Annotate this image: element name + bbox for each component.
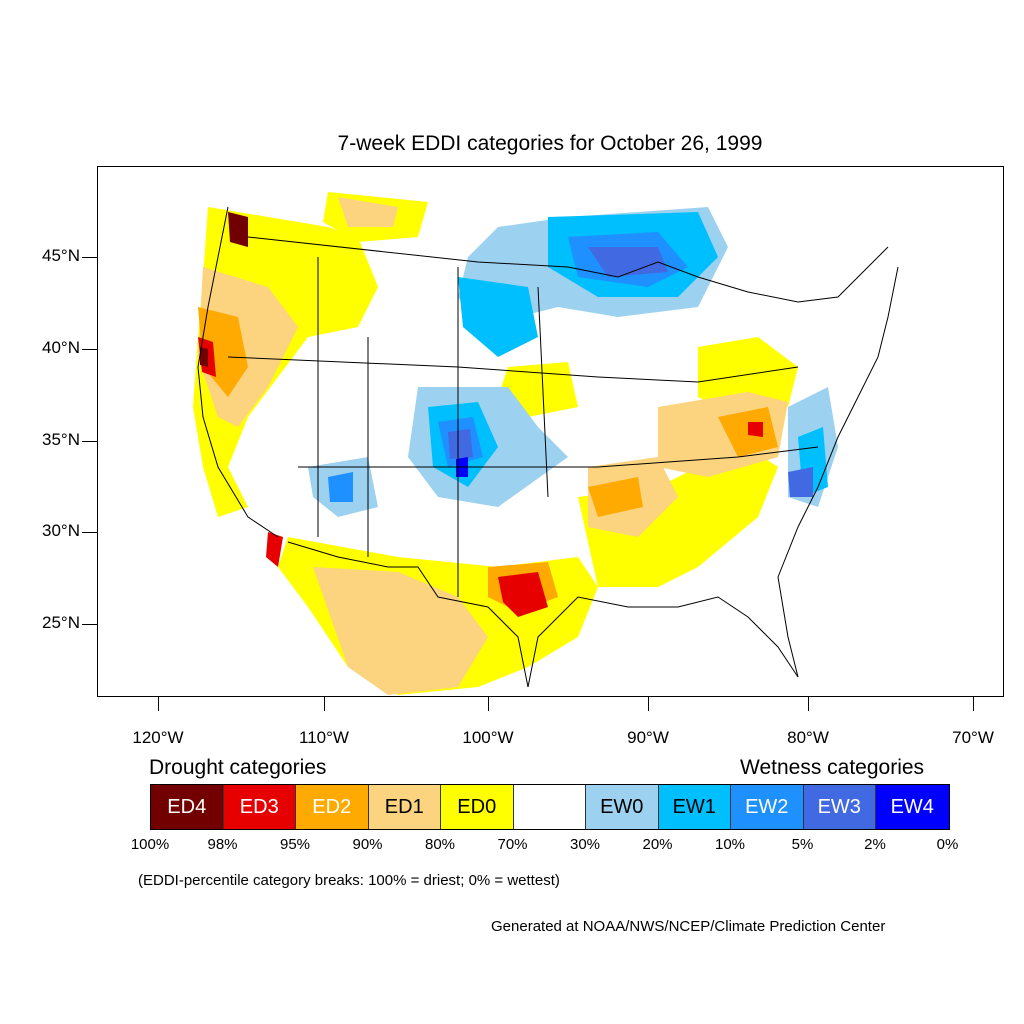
boundary-layer [197,206,899,688]
legend-swatch-ed2: ED2 [296,785,369,829]
y-tick-40 [82,349,97,350]
us-mexico-border [287,541,529,688]
map-title: 7-week EDDI categories for October 26, 1… [337,132,763,155]
x-tick-80w [808,697,809,711]
ed3-region-texas [498,572,548,617]
percent-break-label: 2% [864,836,886,853]
ed3-region-baja [266,532,283,567]
legend-swatch-ew0: EW0 [586,785,659,829]
percent-break-label: 70% [497,836,528,853]
ed4-region-washington [228,212,248,247]
percent-break-label: 5% [791,836,814,853]
percent-break-label: 90% [352,836,383,853]
state-line-5 [227,356,799,383]
legend-swatch-ed1: ED1 [368,785,441,829]
x-label-120w: 120°W [132,728,184,747]
map-panel [97,166,1004,697]
x-tick-120w [158,697,159,711]
y-label-35: 35°N [42,430,80,449]
y-tick-30 [82,532,97,533]
ed2-region-southeast [588,477,643,517]
ed1-region-north [338,197,398,227]
y-tick-35 [82,441,97,442]
category-colorbar: ED4 ED3 ED2 ED1 ED0 EW0 EW1 EW2 EW3 EW4 [150,784,950,830]
credit-line: Generated at NOAA/NWS/NCEP/Climate Predi… [491,918,886,935]
y-label-25: 25°N [42,613,80,632]
category-fill-layer [193,192,838,695]
x-tick-110w [324,697,325,711]
percent-break-label: 30% [569,836,601,853]
legend-swatch-neutral [513,785,586,829]
west-coast [197,206,279,538]
x-label-90w: 90°W [627,728,669,747]
x-tick-70w [973,697,974,711]
ed0-region-south [578,447,778,587]
legend-swatch-ew1: EW1 [658,785,731,829]
x-label-100w: 100°W [462,728,514,747]
x-label-80w: 80°W [787,728,829,747]
percent-break-label: 98% [207,836,238,853]
gulf-coast [527,596,799,688]
y-label-45: 45°N [42,246,80,265]
x-tick-90w [648,697,649,711]
percent-break-label: 95% [279,836,311,853]
ed4-region-california [200,347,208,367]
legend-swatch-ed4: ED4 [151,785,224,829]
percent-break-label: 100% [130,836,170,853]
x-tick-100w [488,697,489,711]
legend-swatch-ew3: EW3 [803,785,876,829]
ed1-region-southwest [313,567,488,695]
drought-categories-label: Drought categories [149,756,327,779]
y-tick-45 [82,257,97,258]
ed3-region-appalachia [748,422,763,437]
wetness-categories-label: Wetness categories [740,756,925,779]
state-line-6 [298,446,819,468]
state-line-4 [537,286,549,498]
ew3-region-carolina [788,467,813,497]
y-label-30: 30°N [42,521,80,540]
y-tick-25 [82,624,97,625]
ew3-region-plains [448,429,473,459]
legend-swatch-ed0: ED0 [441,785,514,829]
us-canada-border [247,236,889,303]
x-label-110w: 110°W [299,728,349,747]
eddi-map [193,192,899,695]
percent-break-label: 10% [714,836,746,853]
y-label-40: 40°N [42,338,80,357]
category-note: (EDDI-percentile category breaks: 100% =… [138,872,560,889]
percent-break-label: 80% [424,836,456,853]
percent-break-label: 0% [936,836,959,853]
legend-swatch-ed3: ED3 [223,785,296,829]
x-label-70w: 70°W [952,728,994,747]
legend-swatch-ew2: EW2 [731,785,804,829]
legend-swatch-ew4: EW4 [876,785,949,829]
percent-break-label: 20% [642,836,673,853]
ew1-region-dakotas [458,277,538,357]
east-coast [777,266,899,678]
ew2-region-southwest [328,472,353,502]
ew3-region-great-lakes [588,247,668,277]
